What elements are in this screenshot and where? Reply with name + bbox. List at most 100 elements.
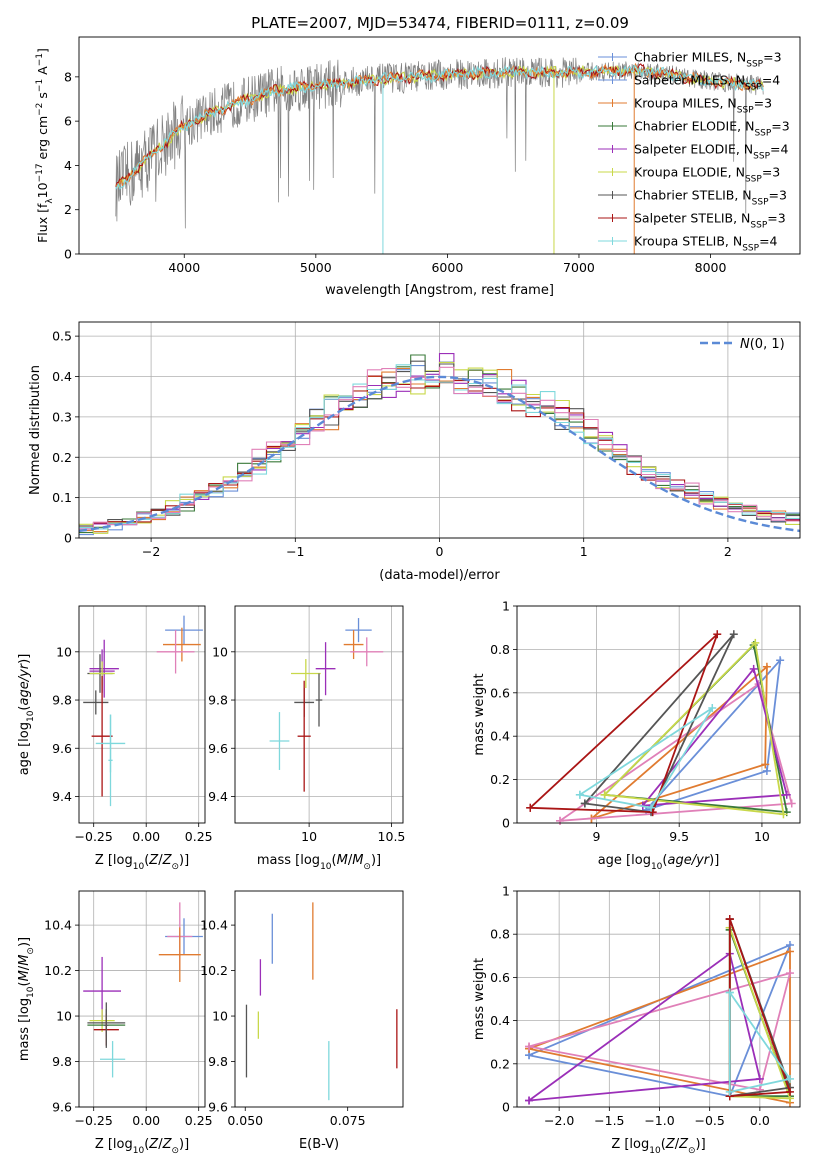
y-tick-label: 9.6 (208, 1100, 228, 1115)
weight-series-line (584, 633, 735, 814)
label-part: Flux [f (35, 203, 50, 243)
label-part: ( (17, 706, 32, 711)
y-tick-label: 0 (64, 247, 72, 262)
label-part: )] (179, 853, 189, 868)
legend-label: Kroupa STELIB, NSSP=4 (634, 234, 778, 254)
label-part: ] (35, 48, 50, 53)
y-tick-label: 0.6 (490, 685, 510, 700)
panel-weight_vs_Z: −2.0 −1.5 −1.0 −0.5 0.0 0 0.2 0.4 0.6 0.8 1 Z [log1… (472, 884, 801, 1156)
y-tick-label: 8 (64, 69, 72, 84)
label-part: age/yr (17, 662, 32, 705)
weight-series-line (528, 952, 762, 1102)
axes-frame (78, 321, 801, 539)
label-part: 10 (133, 1146, 145, 1156)
x-tick-label: −0.5 (695, 1113, 725, 1128)
y-tick-label: 10.4 (44, 918, 72, 933)
x-tick-label: 5000 (300, 260, 332, 275)
label-part: / (348, 853, 353, 868)
x-tick-label: 9.5 (669, 829, 689, 844)
label-part: (0, 1) (750, 337, 785, 352)
label-part: / (17, 965, 32, 970)
label-part: Z [log (95, 853, 133, 868)
label-part: 10 (35, 182, 50, 198)
y-tick-label: 10 (56, 644, 72, 659)
legend-label: N(0, 1) (740, 337, 785, 352)
weight-series-line (529, 633, 719, 814)
label-part: ( (17, 981, 32, 986)
label-part: −1 (35, 79, 45, 92)
legend-label: Kroupa ELODIE, NSSP=3 (634, 165, 780, 185)
label-part: )] (17, 654, 32, 664)
weight-series-line (728, 991, 792, 1094)
axes-frame (78, 605, 206, 824)
label-part: Kroupa ELODIE, N (634, 165, 745, 180)
label-part: / (675, 1137, 680, 1152)
label-part: SSP (753, 152, 770, 162)
label-part: ( (662, 853, 667, 868)
x-tick-label: −2.0 (544, 1113, 574, 1128)
label-part: N (740, 337, 750, 352)
weight-series-line (528, 971, 792, 1091)
x-tick-label: 0.0 (750, 1113, 770, 1128)
label-part: Z [log (611, 1137, 649, 1152)
axes-spectrum: 4000 5000 6000 7000 8000 0 2 4 6 8 (64, 69, 726, 275)
y-tick-label: 0.4 (52, 369, 72, 384)
label-part: 10 (651, 862, 663, 872)
label-part: Chabrier ELODIE, N (634, 119, 754, 134)
label-part: ⊙ (26, 947, 36, 955)
label-part: =3 (767, 211, 785, 226)
legend-label: Chabrier MILES, NSSP=3 (634, 50, 782, 70)
legend-label: Salpeter STELIB, NSSP=3 (634, 211, 786, 231)
label-part: SSP (745, 175, 762, 185)
axes-frame (78, 890, 206, 1108)
label-part: M (17, 970, 32, 981)
label-part: ( (332, 853, 337, 868)
axes-mass_vs_Z: −0.25 0.00 0.25 9.6 9.8 10 10.2 10.4 (44, 891, 213, 1128)
label-part: M (337, 853, 348, 868)
y-tick-label: 10 (212, 644, 228, 659)
y-axis-label: mass weight (472, 673, 487, 755)
axes-frame (78, 36, 801, 255)
label-part: SSP (742, 244, 759, 254)
observed-spectrum (115, 57, 764, 229)
x-axis-label: (data-model)/error (379, 568, 500, 583)
y-tick-label: 6 (64, 114, 72, 129)
label-part: ( (661, 1137, 666, 1152)
label-part: Salpeter ELODIE, N (634, 142, 753, 157)
label-part: mass [log (257, 853, 320, 868)
legend-label: Chabrier STELIB, NSSP=3 (634, 188, 787, 208)
y-tick-label: 9.6 (208, 741, 228, 756)
label-part: SSP (750, 221, 767, 231)
y-tick-label: 1 (502, 884, 510, 899)
panel-age_vs_mass: 10 10.59.49.69.810 mass [log10(M/M⊙)] (208, 605, 405, 872)
label-part: E(B-V) (299, 1137, 339, 1152)
y-tick-label: 9.8 (208, 1054, 228, 1069)
label-part: =3 (754, 96, 772, 111)
label-part: Z (678, 1137, 689, 1152)
x-axis-label: mass [log10(M/M⊙)] (257, 853, 381, 872)
axes-age_vs_mass: 10 10.5 9.4 9.6 9.8 10 (208, 606, 405, 844)
label-part: Z (148, 1137, 159, 1152)
label-part: Chabrier MILES, N (634, 50, 746, 65)
label-part: =4 (759, 234, 777, 249)
label-part: s (35, 92, 50, 103)
panel-residuals: −2 −1 0 1 2 0 0.1 0.2 0.3 0.4 0.5 (data-model)/erro… (28, 321, 801, 583)
x-tick-label: 10 (754, 829, 770, 844)
label-part: / (158, 1137, 163, 1152)
label-part: ( (144, 1137, 149, 1152)
gaussian-curve (79, 375, 800, 533)
label-part: Chabrier STELIB, N (634, 188, 752, 203)
y-tick-label: 0.2 (52, 450, 72, 465)
axes-frame (234, 605, 404, 824)
x-axis-label: Z [log10(Z/Z⊙)] (95, 1137, 189, 1156)
label-part: −17 (35, 163, 45, 182)
label-part: 10 (649, 1146, 661, 1156)
y-tick-label: 4 (64, 158, 72, 173)
y-tick-label: 10.2 (44, 963, 72, 978)
x-tick-label: 0.25 (185, 1113, 213, 1128)
axes-frame (516, 890, 801, 1108)
label-part: M (17, 955, 32, 966)
label-part: ( (144, 853, 149, 868)
